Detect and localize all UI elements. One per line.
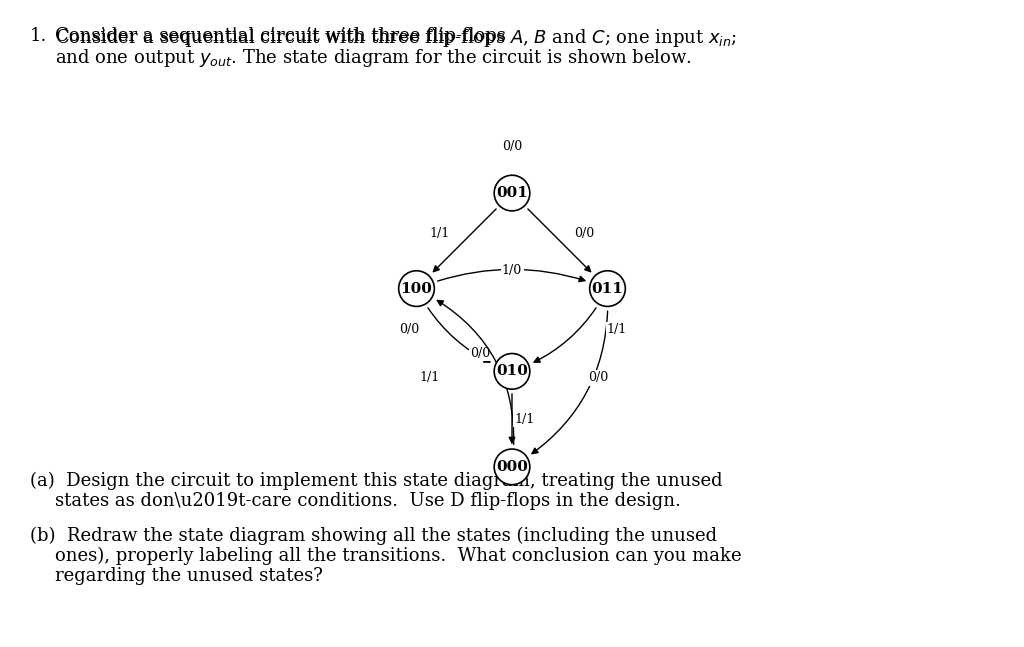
Text: 1.: 1. — [30, 27, 47, 45]
Text: 1/1: 1/1 — [419, 371, 439, 384]
Text: (b)  Redraw the state diagram showing all the states (including the unused: (b) Redraw the state diagram showing all… — [30, 527, 717, 545]
Text: ones), properly labeling all the transitions.  What conclusion can you make: ones), properly labeling all the transit… — [55, 547, 741, 565]
Circle shape — [398, 270, 434, 307]
Circle shape — [590, 270, 626, 307]
Text: (a)  Design the circuit to implement this state diagram, treating the unused: (a) Design the circuit to implement this… — [30, 472, 723, 490]
Text: 0/0: 0/0 — [573, 226, 594, 239]
Text: and one output $y_{out}$. The state diagram for the circuit is shown below.: and one output $y_{out}$. The state diag… — [55, 47, 692, 69]
Text: 1/1: 1/1 — [430, 226, 451, 239]
Circle shape — [495, 175, 529, 211]
Circle shape — [495, 353, 529, 389]
Text: 000: 000 — [496, 460, 528, 474]
Circle shape — [495, 449, 529, 485]
Text: 001: 001 — [496, 186, 528, 200]
Text: states as don\u2019t-care conditions.  Use D flip-flops in the design.: states as don\u2019t-care conditions. Us… — [55, 492, 681, 510]
Text: 010: 010 — [496, 364, 528, 378]
Text: 1/0: 1/0 — [502, 264, 522, 278]
Text: 0/0: 0/0 — [502, 140, 522, 153]
Text: Consider a sequential circuit with three flip-flops: Consider a sequential circuit with three… — [55, 27, 512, 45]
Text: 100: 100 — [400, 281, 432, 296]
Text: Consider a sequential circuit with three flip-flops $A$, $B$ and $C$; one input : Consider a sequential circuit with three… — [55, 27, 737, 49]
Text: 011: 011 — [592, 281, 624, 296]
Text: 1/1: 1/1 — [607, 324, 627, 336]
Text: 0/0: 0/0 — [588, 371, 608, 384]
Text: regarding the unused states?: regarding the unused states? — [55, 567, 323, 585]
Text: 0/0: 0/0 — [470, 347, 490, 360]
Text: 1/1: 1/1 — [515, 413, 535, 426]
Text: 0/0: 0/0 — [398, 324, 419, 336]
